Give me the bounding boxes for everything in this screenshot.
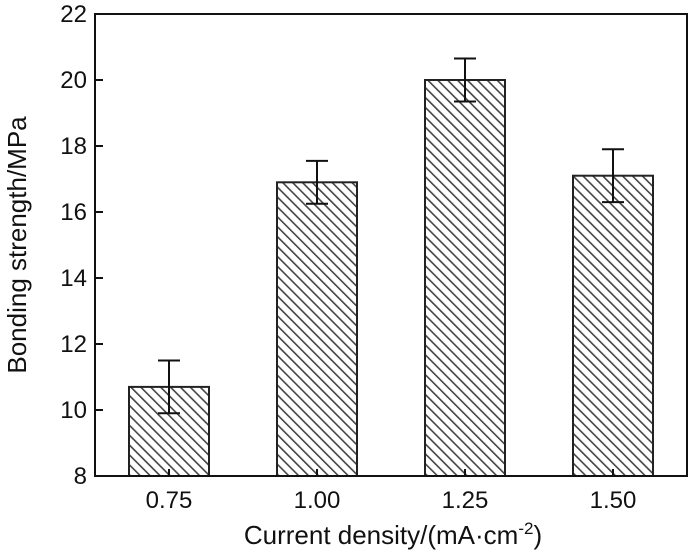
y-axis-ticks: 8 10 12 14 16 18 20 22 [60,1,103,490]
x-axis-ticks: 0.75 1.00 1.25 1.50 [146,469,637,514]
plot-frame [94,13,688,477]
y-tick-label-18: 18 [60,133,87,160]
x-axis-title: Current density/(mA·cm-2) [244,519,542,550]
bar-1.00 [276,181,358,478]
y-tick-label-12: 12 [60,331,87,358]
y-tick-label-8: 8 [74,463,87,490]
bar-1.50 [572,174,654,477]
x-tick-label-0.75: 0.75 [146,487,193,514]
x-tick-label-1.25: 1.25 [442,487,489,514]
y-tick-label-20: 20 [60,67,87,94]
x-tick-label-1.00: 1.00 [294,487,341,514]
error-bars-group [158,57,624,415]
x-tick-label-1.50: 1.50 [590,487,637,514]
bar-1.25 [424,79,506,477]
x-axis-title-suffix: ) [533,520,542,550]
y-tick-label-10: 10 [60,397,87,424]
x-axis-title-superscript: -2 [518,519,533,538]
y-tick-label-14: 14 [60,265,87,292]
y-tick-label-22: 22 [60,1,87,28]
x-axis-title-main: Current density/(mA·cm [244,520,519,550]
bars-group [128,79,654,478]
y-axis-title: Bonding strength/MPa [2,116,32,374]
y-tick-label-16: 16 [60,199,87,226]
